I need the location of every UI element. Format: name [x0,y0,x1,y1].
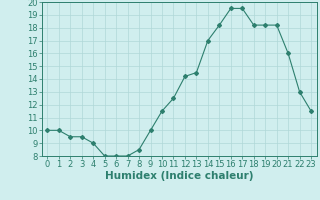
X-axis label: Humidex (Indice chaleur): Humidex (Indice chaleur) [105,171,253,181]
